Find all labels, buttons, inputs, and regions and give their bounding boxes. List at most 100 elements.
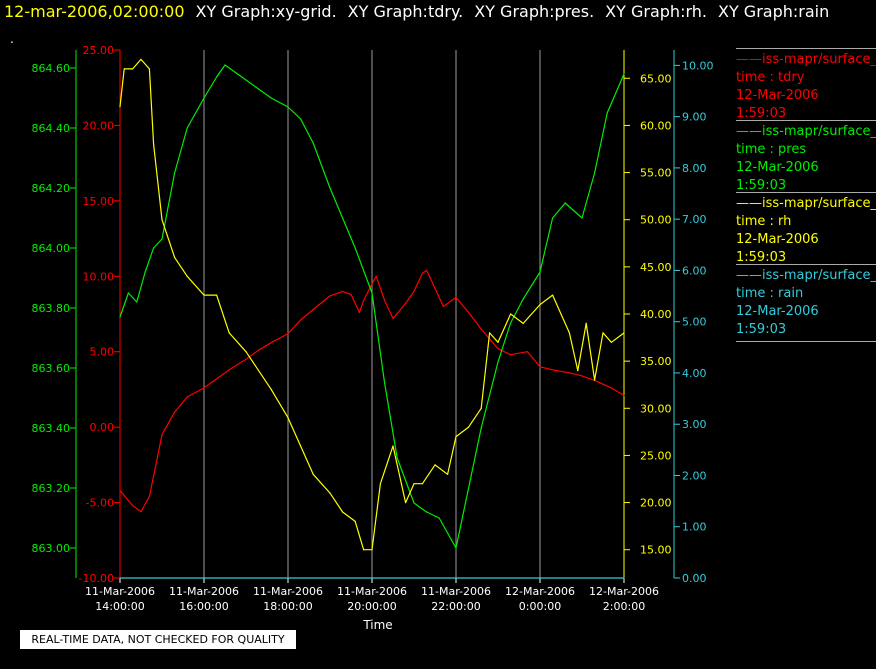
data-point-tdry [539,366,541,368]
data-point-pres [371,292,373,294]
data-point-tdry [371,283,373,285]
legend-source: iss-mapr/surface_ [762,52,876,67]
data-point-pres [581,217,583,219]
graph-title-xy-grid[interactable]: XY Graph:xy-grid. [195,2,337,21]
x-tick-label-time: 20:00:00 [347,600,396,613]
legend-var: time : rh [736,214,792,229]
pres-tick-label: 864.40 [32,122,71,135]
data-point-pres [384,382,386,384]
rh-tick-label: 60.00 [640,119,672,132]
x-axis-label: Time [362,618,392,632]
rh-tick-label: 35.00 [640,355,672,368]
quality-notice: REAL-TIME DATA, NOT CHECKED FOR QUALITY [20,630,296,649]
legend-entry-rain[interactable]: ——iss-mapr/surface_ time : rain 12-Mar-2… [736,264,876,344]
legend-source: iss-mapr/surface_ [762,196,876,211]
xy-graph-chart[interactable]: 11-Mar-2006 14:00:00 11-Mar-2006 16:00:00 11… [0,0,736,669]
series-layer [119,58,625,579]
legend-entry-tdry[interactable]: ——iss-mapr/surface_ time : tdry 12-Mar-2… [736,48,876,123]
series-line-pres [119,64,625,549]
data-point-tdry [358,311,360,314]
series-line-tdry [119,269,625,513]
data-point-rh [123,68,125,70]
legend-separator [736,120,876,121]
legend-var: time : pres [736,142,807,157]
pres-tick-label: 864.20 [32,182,71,195]
data-point-pres [161,238,163,240]
data-point-rh [371,549,373,551]
legend-entry-rh[interactable]: ——iss-mapr/surface_ time : rh 12-Mar-200… [736,192,876,267]
rain-tick-label: 4.00 [682,367,707,380]
grid-layer [119,50,625,578]
data-point-tdry [140,511,142,513]
data-point-pres [224,64,226,66]
legend-separator [736,264,876,265]
data-point-tdry [455,296,457,298]
data-point-tdry [413,290,415,292]
legend-date: 12-Mar-2006 [736,88,819,103]
data-point-pres [136,301,138,303]
graph-title-tdry[interactable]: XY Graph:tdry. [347,2,464,21]
data-point-tdry [203,387,205,389]
data-point-rh [392,445,394,447]
data-point-rh [560,313,562,315]
x-tick-label-date: 11-Mar-2006 [337,585,407,598]
data-point-rh [379,483,381,485]
data-point-rain [623,577,625,579]
data-point-rain [119,577,121,579]
legend-line-tdry: ——iss-mapr/surface_ [736,52,876,67]
graph-title-pres[interactable]: XY Graph:pres. [474,2,595,21]
data-point-tdry [421,272,423,274]
x-tick-label-time: 2:00:00 [603,600,645,613]
data-point-tdry [392,317,394,320]
data-point-tdry [623,394,625,397]
data-point-tdry [610,387,613,389]
data-point-rh [174,256,176,258]
pres-tick-label: 863.40 [32,422,71,435]
data-point-rh [287,417,289,419]
tdry-tick-label: 10.00 [83,270,115,283]
data-point-pres [623,73,625,75]
data-point-tdry [384,299,386,301]
legend-line-rh: ——iss-mapr/surface_ [736,196,876,211]
data-point-rh [203,294,205,296]
tdry-tick-label: 15.00 [83,195,115,208]
data-point-rh [342,511,344,513]
data-point-rh [312,473,314,475]
pres-tick-label: 863.60 [32,362,71,375]
data-point-pres [186,127,188,129]
data-point-pres [329,187,331,189]
data-point-tdry [350,293,352,295]
data-point-tdry [329,295,331,297]
data-point-rh [270,388,272,390]
data-point-rh [510,313,512,315]
x-tick-label-date: 12-Mar-2006 [505,585,575,598]
data-point-rh [413,483,415,485]
data-point-rh [497,341,499,343]
rain-tick-label: 6.00 [682,264,707,277]
data-point-tdry [552,369,554,371]
tdry-tick-label: -5.00 [86,497,114,510]
data-point-pres [144,271,146,273]
pres-tick-label: 864.60 [32,62,71,75]
rain-tick-label: 9.00 [682,111,707,124]
data-point-rh [140,58,142,61]
x-tick-label-time: 0:00:00 [519,600,561,613]
x-tick-label-date: 11-Mar-2006 [421,585,491,598]
graph-title-rain[interactable]: XY Graph:rain [717,2,830,21]
rain-tick-label: 7.00 [682,213,707,226]
data-point-pres [539,271,541,273]
data-point-rh [623,332,625,334]
graph-title-rh[interactable]: XY Graph:rh. [605,2,707,21]
data-point-rh [148,68,150,70]
legend-date: 12-Mar-2006 [736,160,819,175]
data-point-pres [455,547,457,549]
data-point-tdry [300,319,302,321]
data-point-rh [405,502,407,504]
data-point-tdry [426,269,428,271]
legend-time: 1:59:03 [736,106,787,121]
legend-entry-pres[interactable]: ——iss-mapr/surface_ time : pres 12-Mar-2… [736,120,876,195]
data-point-tdry [375,275,377,277]
data-point-pres [270,97,272,99]
data-point-tdry [270,342,272,344]
x-tick-label-date: 12-Mar-2006 [589,585,659,598]
